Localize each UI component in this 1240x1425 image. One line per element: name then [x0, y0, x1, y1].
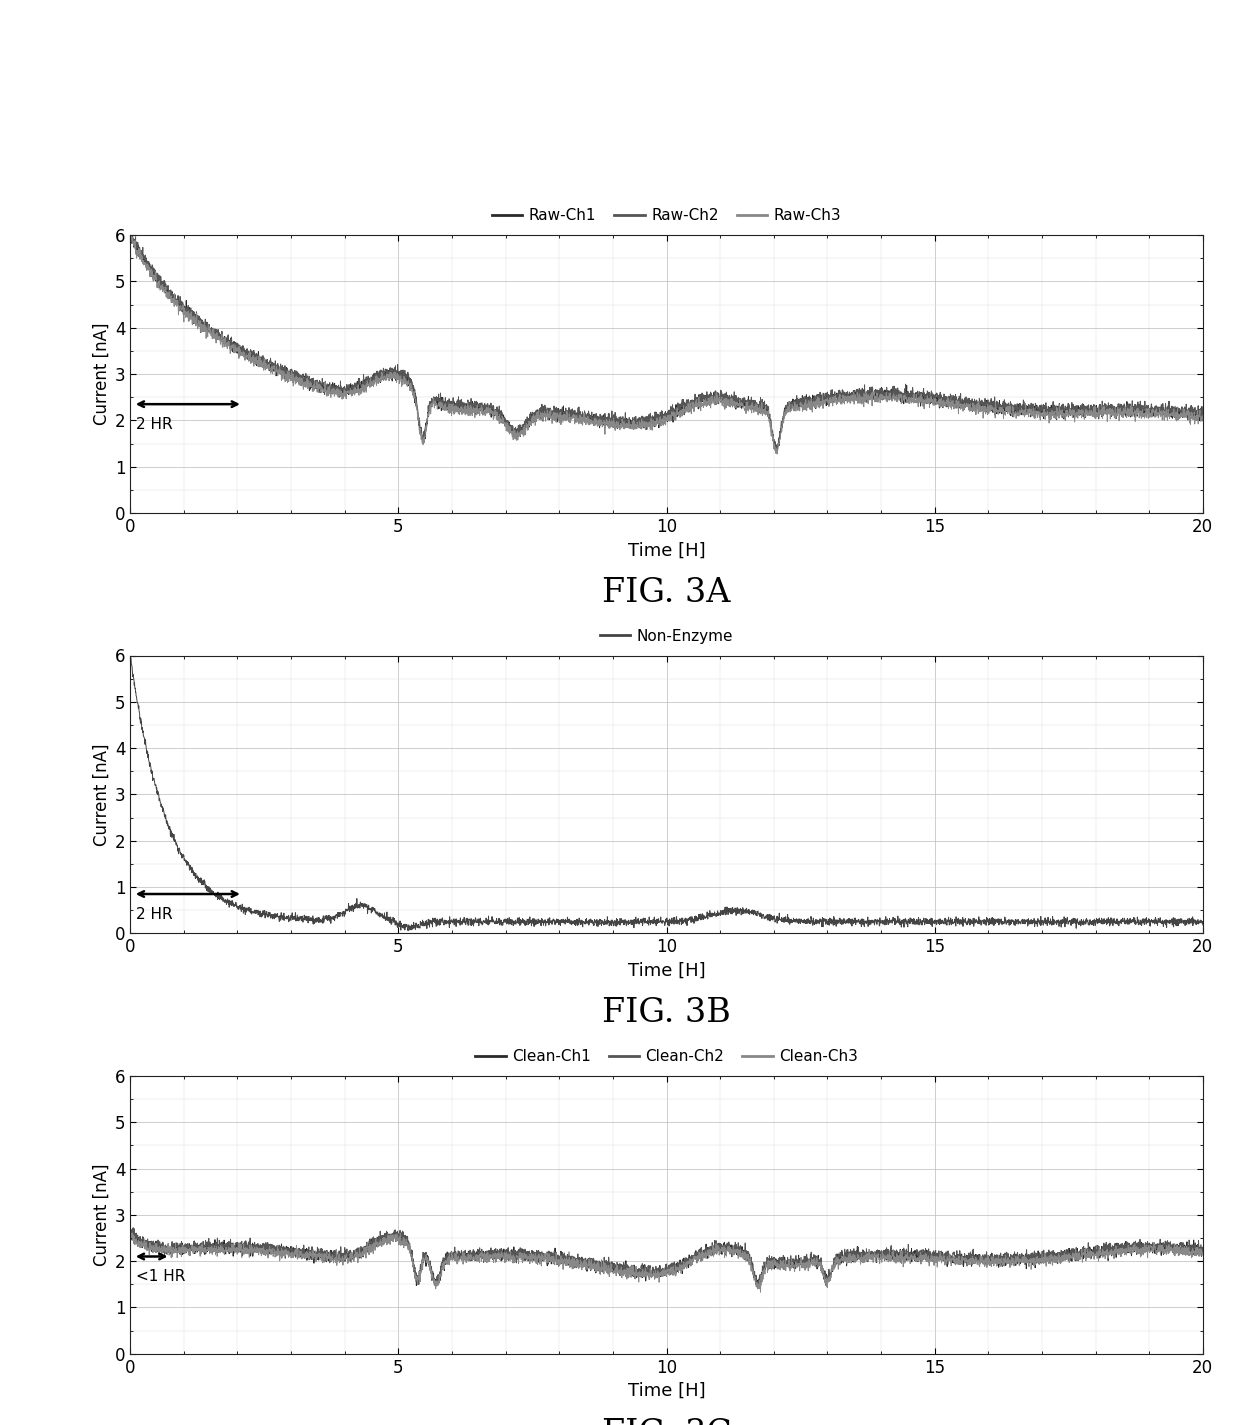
Raw-Ch1 — [632, 416, 647, 433]
Text: FIG. 3A: FIG. 3A — [603, 577, 730, 608]
Clean-Ch1 — [1195, 1240, 1210, 1257]
Clean-Ch1 — [1163, 1237, 1178, 1254]
Non-Enzyme — [1110, 915, 1125, 932]
Clean-Ch3 — [753, 1284, 768, 1301]
Raw-Ch2 — [1163, 403, 1178, 420]
Non-Enzyme — [903, 915, 918, 932]
Clean-Ch2 — [1195, 1238, 1210, 1255]
Y-axis label: Current [nA]: Current [nA] — [93, 1164, 110, 1265]
Line: Clean-Ch3: Clean-Ch3 — [130, 1233, 1203, 1292]
Line: Raw-Ch1: Raw-Ch1 — [130, 232, 1203, 453]
Raw-Ch2 — [1195, 399, 1210, 416]
Clean-Ch3 — [903, 1248, 918, 1265]
Raw-Ch2 — [583, 406, 598, 423]
Non-Enzyme — [123, 647, 138, 664]
Raw-Ch2 — [632, 419, 647, 436]
Line: Non-Enzyme: Non-Enzyme — [130, 654, 1203, 931]
Raw-Ch2 — [123, 227, 138, 244]
Raw-Ch2 — [574, 408, 589, 425]
X-axis label: Time [H]: Time [H] — [627, 962, 706, 980]
X-axis label: Time [H]: Time [H] — [627, 542, 706, 560]
Raw-Ch1 — [1110, 402, 1125, 419]
X-axis label: Time [H]: Time [H] — [627, 1382, 706, 1401]
Raw-Ch3 — [124, 228, 139, 245]
Clean-Ch2 — [903, 1247, 918, 1264]
Raw-Ch3 — [1110, 408, 1125, 425]
Text: 2 HR: 2 HR — [135, 418, 172, 432]
Non-Enzyme — [123, 646, 138, 663]
Clean-Ch3 — [583, 1254, 598, 1271]
Text: FIG. 3B: FIG. 3B — [603, 997, 730, 1029]
Clean-Ch2 — [125, 1220, 140, 1237]
Non-Enzyme — [1195, 916, 1210, 933]
Y-axis label: Current [nA]: Current [nA] — [93, 744, 110, 845]
Clean-Ch3 — [574, 1253, 589, 1270]
Raw-Ch3 — [574, 415, 589, 432]
Legend: Non-Enzyme: Non-Enzyme — [594, 623, 739, 650]
Raw-Ch2 — [770, 443, 785, 460]
Raw-Ch3 — [1195, 412, 1210, 429]
Clean-Ch1 — [1110, 1241, 1125, 1258]
Clean-Ch1 — [749, 1278, 764, 1295]
Raw-Ch1 — [1195, 406, 1210, 423]
Raw-Ch1 — [769, 445, 784, 462]
Clean-Ch1 — [573, 1255, 588, 1273]
Line: Clean-Ch1: Clean-Ch1 — [130, 1228, 1203, 1287]
Text: 2 HR: 2 HR — [135, 906, 172, 922]
Raw-Ch3 — [770, 446, 785, 463]
Clean-Ch3 — [1195, 1244, 1210, 1261]
Raw-Ch3 — [583, 413, 598, 430]
Line: Raw-Ch2: Raw-Ch2 — [130, 234, 1203, 452]
Text: <1 HR: <1 HR — [135, 1270, 185, 1284]
Line: Clean-Ch2: Clean-Ch2 — [130, 1228, 1203, 1288]
Clean-Ch3 — [123, 1227, 138, 1244]
Clean-Ch3 — [1110, 1244, 1125, 1261]
Raw-Ch3 — [1163, 405, 1178, 422]
Non-Enzyme — [632, 913, 647, 931]
Clean-Ch3 — [1163, 1240, 1178, 1257]
Clean-Ch2 — [583, 1250, 598, 1267]
Y-axis label: Current [nA]: Current [nA] — [93, 323, 110, 425]
Raw-Ch2 — [903, 386, 918, 403]
Clean-Ch3 — [125, 1224, 140, 1241]
Clean-Ch1 — [632, 1265, 647, 1282]
Raw-Ch1 — [1163, 408, 1178, 425]
Non-Enzyme — [583, 911, 598, 928]
Clean-Ch3 — [632, 1265, 647, 1282]
Clean-Ch2 — [123, 1221, 138, 1238]
Raw-Ch1 — [583, 408, 598, 425]
Legend: Clean-Ch1, Clean-Ch2, Clean-Ch3: Clean-Ch1, Clean-Ch2, Clean-Ch3 — [469, 1043, 864, 1070]
Raw-Ch3 — [903, 389, 918, 406]
Raw-Ch1 — [574, 409, 589, 426]
Non-Enzyme — [1163, 912, 1178, 929]
Raw-Ch1 — [903, 392, 918, 409]
Raw-Ch2 — [1110, 402, 1125, 419]
Clean-Ch1 — [582, 1255, 596, 1273]
Raw-Ch2 — [124, 225, 139, 242]
Clean-Ch2 — [1163, 1233, 1178, 1250]
Clean-Ch1 — [903, 1247, 918, 1264]
Clean-Ch2 — [750, 1280, 765, 1297]
Legend: Raw-Ch1, Raw-Ch2, Raw-Ch3: Raw-Ch1, Raw-Ch2, Raw-Ch3 — [486, 202, 847, 229]
Text: FIG. 3C: FIG. 3C — [601, 1418, 732, 1425]
Raw-Ch3 — [632, 416, 647, 433]
Clean-Ch2 — [574, 1250, 589, 1267]
Clean-Ch2 — [632, 1261, 647, 1278]
Clean-Ch1 — [123, 1220, 138, 1237]
Raw-Ch1 — [123, 225, 138, 242]
Non-Enzyme — [574, 913, 589, 931]
Raw-Ch3 — [123, 229, 138, 247]
Line: Raw-Ch3: Raw-Ch3 — [130, 237, 1203, 455]
Non-Enzyme — [401, 922, 415, 939]
Raw-Ch1 — [124, 224, 139, 241]
Clean-Ch2 — [1110, 1237, 1125, 1254]
